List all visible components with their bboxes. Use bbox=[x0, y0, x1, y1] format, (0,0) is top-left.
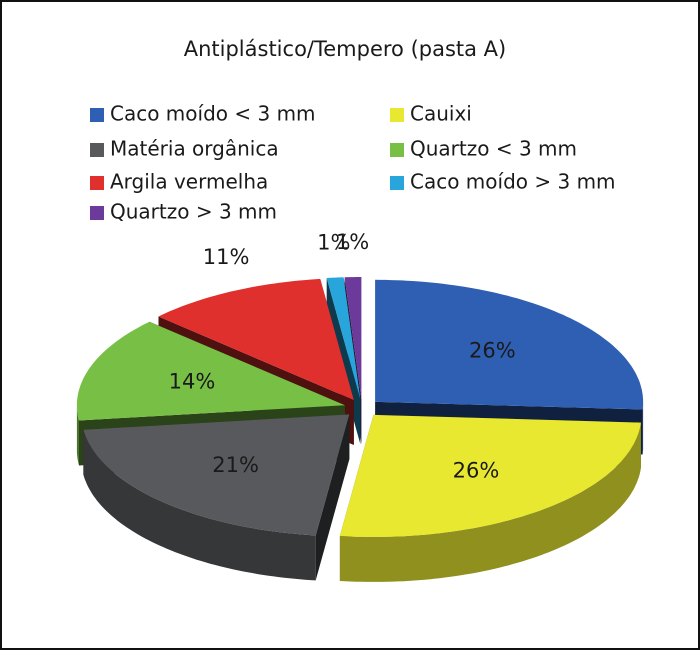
slice bbox=[83, 414, 350, 536]
slice bbox=[339, 414, 641, 537]
data-label: 1% bbox=[336, 230, 369, 254]
legend-swatch bbox=[90, 108, 104, 122]
data-label: 26% bbox=[453, 458, 500, 482]
slice bbox=[158, 278, 354, 400]
legend-swatch bbox=[390, 108, 404, 122]
slice bbox=[375, 279, 644, 410]
legend-swatch bbox=[90, 176, 104, 190]
legend-swatch bbox=[90, 206, 104, 220]
slice-side bbox=[76, 405, 79, 466]
legend-label: Caco moído < 3 mm bbox=[110, 102, 316, 126]
legend-swatch bbox=[90, 143, 104, 157]
legend-label: Argila vermelha bbox=[110, 170, 268, 194]
legend-label: Matéria orgânica bbox=[110, 137, 279, 161]
slice-side bbox=[339, 422, 641, 582]
data-label: 21% bbox=[212, 453, 259, 477]
chart-title: Antiplástico/Tempero (pasta A) bbox=[184, 37, 507, 61]
legend-label: Cauixi bbox=[410, 102, 472, 126]
slice-side bbox=[83, 429, 316, 581]
slice-side bbox=[642, 401, 644, 455]
data-label: 26% bbox=[469, 339, 516, 363]
legend-swatch bbox=[390, 176, 404, 190]
legend-label: Caco moído > 3 mm bbox=[410, 170, 616, 194]
legend-swatch bbox=[390, 143, 404, 157]
slice bbox=[344, 277, 362, 399]
slice bbox=[326, 277, 361, 399]
legend-label: Quartzo < 3 mm bbox=[410, 137, 577, 161]
data-label: 14% bbox=[169, 370, 216, 394]
legend-label: Quartzo > 3 mm bbox=[110, 200, 277, 224]
data-label: 1% bbox=[317, 231, 350, 255]
data-label: 11% bbox=[203, 245, 250, 269]
slice bbox=[76, 321, 345, 421]
